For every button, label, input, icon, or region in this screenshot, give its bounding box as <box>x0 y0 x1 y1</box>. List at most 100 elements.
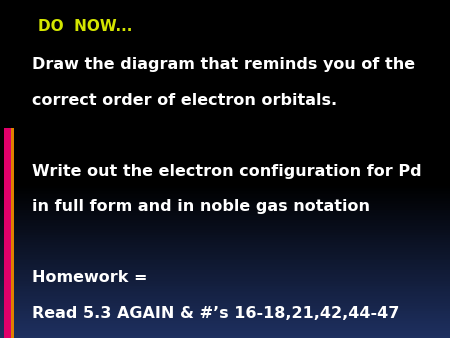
Bar <box>0 230 450 232</box>
Bar <box>0 51 450 52</box>
Bar <box>0 194 450 196</box>
Bar <box>0 35 450 37</box>
Bar <box>0 221 450 223</box>
Bar <box>0 331 450 333</box>
Bar <box>0 216 450 218</box>
Bar <box>0 3 450 5</box>
Bar <box>0 103 450 105</box>
Bar <box>0 12 450 14</box>
Bar <box>0 272 450 274</box>
Bar <box>0 125 450 127</box>
Bar <box>0 130 450 132</box>
Bar <box>0 144 450 145</box>
Bar <box>0 183 450 184</box>
Bar <box>0 292 450 294</box>
Text: Draw the diagram that reminds you of the: Draw the diagram that reminds you of the <box>32 57 414 72</box>
Bar <box>0 297 450 299</box>
Text: in full form and in noble gas notation: in full form and in noble gas notation <box>32 199 369 214</box>
Bar <box>11 128 14 338</box>
Bar <box>0 247 450 248</box>
Bar <box>0 189 450 191</box>
Bar <box>0 313 450 314</box>
Bar <box>0 34 450 35</box>
Bar <box>4 128 11 338</box>
Bar <box>0 286 450 287</box>
Bar <box>0 262 450 264</box>
Bar <box>0 8 450 10</box>
Bar <box>0 198 450 199</box>
Bar <box>0 5 450 7</box>
Bar <box>0 115 450 117</box>
Bar <box>0 333 450 335</box>
Bar <box>0 157 450 159</box>
Bar <box>0 63 450 64</box>
Bar <box>0 255 450 257</box>
Bar <box>0 17 450 19</box>
Bar <box>0 304 450 306</box>
Bar <box>0 155 450 157</box>
Bar <box>0 167 450 169</box>
Bar <box>0 321 450 323</box>
Bar <box>0 308 450 309</box>
Bar <box>0 25 450 27</box>
Bar <box>0 142 450 144</box>
Bar <box>0 218 450 220</box>
Bar <box>0 242 450 243</box>
Bar <box>0 279 450 281</box>
Bar <box>0 326 450 328</box>
Bar <box>0 10 450 12</box>
Bar <box>0 232 450 233</box>
Bar <box>0 166 450 167</box>
Text: Read 5.3 AGAIN & #’s 16-18,21,42,44-47: Read 5.3 AGAIN & #’s 16-18,21,42,44-47 <box>32 306 399 321</box>
Bar <box>0 260 450 262</box>
Bar <box>0 159 450 161</box>
Bar <box>0 235 450 237</box>
Bar <box>0 66 450 68</box>
Bar <box>0 299 450 301</box>
Bar <box>0 108 450 110</box>
Bar <box>0 118 450 120</box>
Bar <box>0 254 450 255</box>
Bar <box>0 7 450 8</box>
Bar <box>0 101 450 103</box>
Bar <box>0 208 450 210</box>
Bar <box>0 29 450 30</box>
Bar <box>0 19 450 20</box>
Text: correct order of electron orbitals.: correct order of electron orbitals. <box>32 93 337 108</box>
Bar <box>0 240 450 242</box>
Bar <box>0 113 450 115</box>
Bar <box>0 211 450 213</box>
Bar <box>0 277 450 279</box>
Bar <box>0 140 450 142</box>
Bar <box>0 215 450 216</box>
Bar <box>0 289 450 291</box>
Bar <box>0 250 450 252</box>
Bar <box>0 20 450 22</box>
Bar <box>0 24 450 25</box>
Bar <box>0 281 450 282</box>
Bar <box>0 154 450 155</box>
Bar <box>0 203 450 204</box>
Bar <box>0 78 450 79</box>
Bar <box>0 226 450 228</box>
Bar <box>0 318 450 319</box>
Bar <box>0 56 450 57</box>
Bar <box>0 252 450 254</box>
Bar <box>0 206 450 208</box>
Bar <box>0 177 450 179</box>
Bar <box>0 265 450 267</box>
Bar <box>0 282 450 284</box>
Bar <box>0 225 450 226</box>
Bar <box>0 73 450 74</box>
Bar <box>0 291 450 292</box>
Bar <box>0 79 450 81</box>
Bar <box>0 117 450 118</box>
Bar <box>0 245 450 247</box>
Bar <box>0 213 450 215</box>
Bar <box>0 237 450 238</box>
Bar <box>0 134 450 135</box>
Bar <box>0 105 450 106</box>
Bar <box>0 64 450 66</box>
Bar <box>0 274 450 275</box>
Bar <box>0 284 450 286</box>
